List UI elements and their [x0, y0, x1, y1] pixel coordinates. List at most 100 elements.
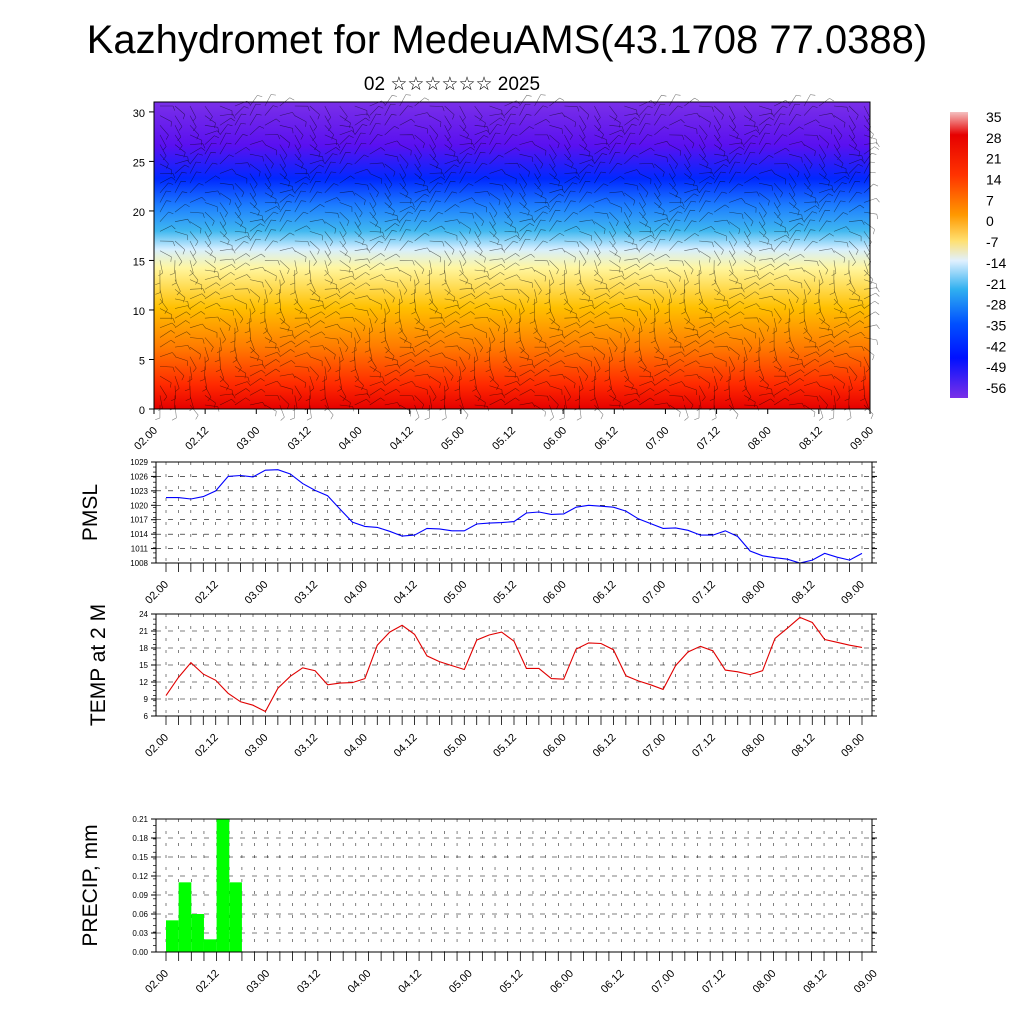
colorbar-label: -56 [986, 380, 1006, 396]
x-tick-label: 05.12 [497, 968, 525, 996]
precip-bar [216, 819, 230, 952]
precip-bar [191, 914, 204, 952]
colorbar-label: 7 [986, 192, 994, 208]
y-axis-label: PRECIP, mm [79, 824, 102, 946]
x-tick-label: 08.12 [789, 732, 817, 760]
x-tick-label: 05.12 [490, 425, 518, 453]
colorbar-label: 0 [986, 213, 994, 229]
x-tick-label: 05.12 [491, 579, 519, 607]
x-tick-label: 03.12 [292, 579, 320, 607]
y-tick-label: 0 [139, 405, 145, 417]
x-tick-label: 06.12 [591, 579, 619, 607]
colorbar-label: 21 [986, 151, 1002, 167]
y-tick-label: 1017 [130, 516, 148, 525]
x-tick-label: 02.00 [132, 425, 160, 453]
x-tick-label: 06.00 [541, 579, 569, 607]
colorbar-label: -28 [986, 297, 1006, 313]
precip-bar [229, 882, 242, 952]
colorbar-label: 35 [986, 109, 1002, 125]
y-tick-label: 0.00 [132, 948, 148, 957]
temp-panel: 6 9 12 15 18 21 24 02.00 02.12 03.00 03.12 04.00 04.… [87, 604, 877, 760]
x-tick-label: 07.00 [649, 968, 677, 996]
y-tick-label: 0.03 [132, 929, 148, 938]
y-tick-label: 9 [144, 695, 149, 704]
y-tick-label: 18 [139, 644, 148, 653]
y-tick-label: 20 [133, 207, 145, 219]
x-tick-label: 07.00 [640, 579, 668, 607]
x-tick-label: 07.12 [690, 732, 718, 760]
y-tick-label: 1011 [131, 545, 149, 554]
x-tick-label: 09.00 [839, 732, 867, 760]
x-tick-label: 06.12 [599, 968, 627, 996]
x-tick-label: 07.00 [644, 425, 672, 453]
x-tick-label: 07.12 [695, 425, 723, 453]
series-line [166, 469, 863, 564]
x-tick-label: 08.12 [801, 968, 829, 996]
x-tick-label: 05.00 [447, 968, 475, 996]
x-tick-label: 02.12 [194, 968, 222, 996]
y-tick-label: 15 [133, 256, 145, 268]
x-tick-label: 08.00 [751, 968, 779, 996]
vertical-section-panel: 0 5 10 15 20 25 30 02.00 02.12 03.00 03.12 04.00 04.… [132, 94, 880, 453]
y-tick-label: 0.09 [132, 891, 148, 900]
x-tick-label: 06.12 [592, 425, 620, 453]
x-tick-label: 02.12 [183, 425, 211, 453]
y-tick-label: 1008 [130, 559, 148, 568]
panel-frame [155, 818, 873, 953]
y-tick-label: 5 [139, 355, 145, 367]
x-tick-label: 09.00 [848, 425, 876, 453]
x-tick-label: 04.00 [342, 732, 370, 760]
x-tick-label: 03.12 [286, 425, 314, 453]
series-line [165, 616, 863, 713]
x-tick-label: 04.00 [337, 425, 365, 453]
x-tick-label: 08.12 [789, 579, 817, 607]
x-tick-label: 06.12 [591, 732, 619, 760]
precip-panel: 0.00 0.03 0.06 0.09 0.12 0.15 0.18 0.21 02.00 02.… [79, 815, 880, 996]
x-tick-label: 02.12 [193, 732, 221, 760]
x-tick-label: 05.00 [439, 425, 467, 453]
pmsl-panel: 1008 1011 1014 1017 1020 1023 1026 1029 02.00 02.… [79, 458, 877, 607]
precip-bar [203, 939, 217, 952]
x-tick-label: 04.00 [342, 579, 370, 607]
x-tick-label: 06.00 [541, 425, 569, 453]
x-tick-label: 04.12 [396, 968, 424, 996]
y-axis-label: PMSL [79, 484, 102, 541]
x-tick-label: 09.00 [852, 968, 880, 996]
x-tick-label: 07.00 [640, 732, 668, 760]
x-tick-label: 02.00 [143, 732, 171, 760]
x-tick-label: 03.00 [243, 579, 271, 607]
y-tick-label: 0.21 [132, 815, 148, 824]
colorbar-label: -42 [986, 338, 1006, 354]
y-tick-label: 25 [133, 157, 145, 169]
y-tick-label: 0.12 [132, 872, 148, 881]
x-tick-label: 08.00 [746, 425, 774, 453]
x-tick-label: 02.00 [143, 968, 171, 996]
y-tick-label: 30 [133, 108, 145, 120]
colorbar-label: -7 [986, 234, 999, 250]
x-tick-label: 03.00 [244, 968, 272, 996]
y-tick-label: 0.15 [132, 853, 148, 862]
y-axis-label: TEMP at 2 M [87, 604, 110, 726]
colorbar: 35 28 21 14 7 0 -7 -14 -21 -28 -35 -42 -49 -56 [950, 109, 1006, 398]
colorbar-label: -14 [986, 255, 1006, 271]
x-tick-label: 05.00 [441, 732, 469, 760]
x-tick-label: 05.12 [491, 732, 519, 760]
x-tick-label: 02.12 [193, 579, 221, 607]
wind-barbs [155, 94, 880, 421]
y-tick-label: 1014 [130, 530, 148, 539]
y-tick-label: 10 [133, 306, 145, 318]
x-tick-label: 03.00 [243, 732, 271, 760]
x-tick-label: 08.00 [740, 732, 768, 760]
x-tick-label: 09.00 [839, 579, 867, 607]
x-tick-label: 03.00 [234, 425, 262, 453]
x-tick-label: 06.00 [541, 732, 569, 760]
x-tick-label: 08.12 [797, 425, 825, 453]
x-tick-label: 02.00 [143, 579, 171, 607]
x-tick-label: 05.00 [441, 579, 469, 607]
y-tick-label: 24 [139, 610, 148, 619]
x-tick-label: 04.12 [392, 732, 420, 760]
y-tick-label: 1020 [130, 501, 148, 510]
x-tick-label: 04.00 [346, 968, 374, 996]
x-tick-label: 04.12 [392, 579, 420, 607]
x-tick-label: 04.12 [388, 425, 416, 453]
